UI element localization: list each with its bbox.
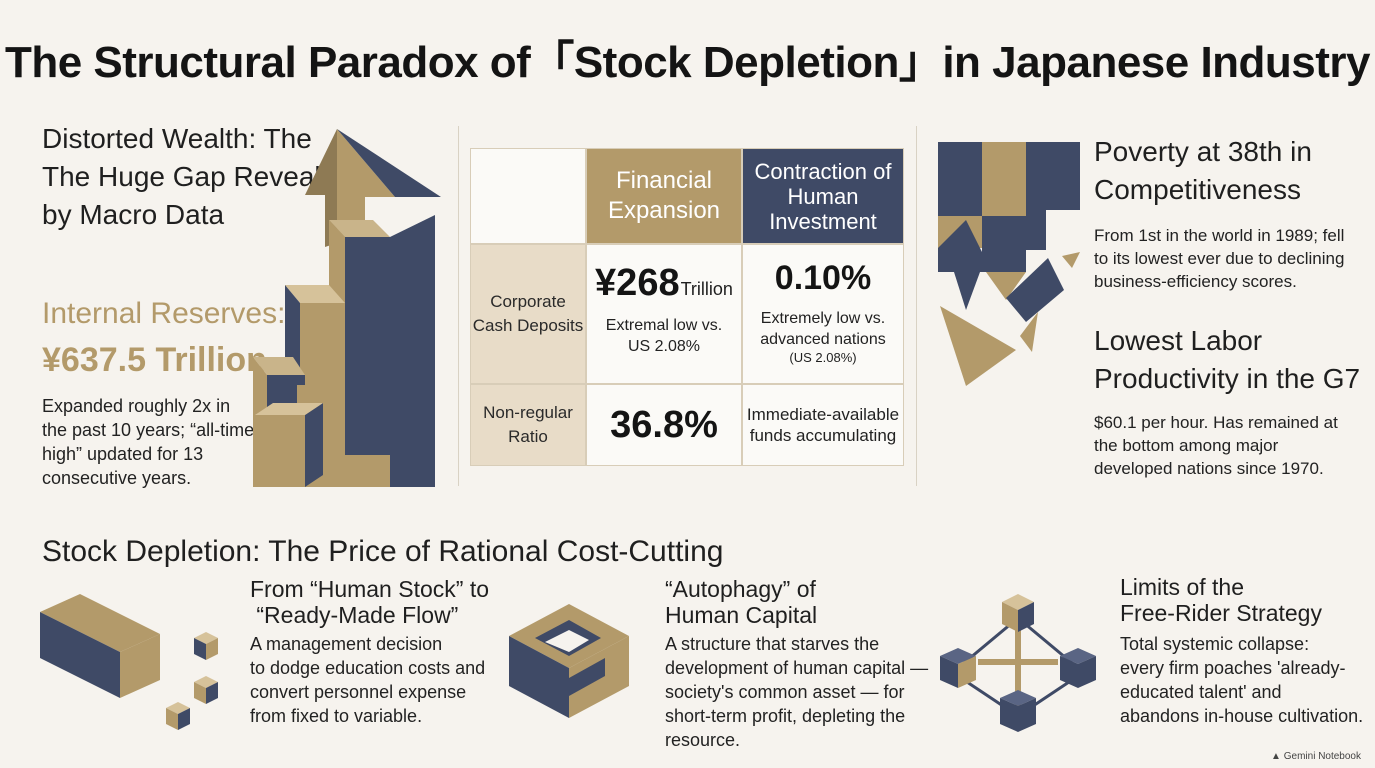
col-header-human-investment: Contraction of Human Investment bbox=[742, 148, 904, 244]
competitiveness-heading: Poverty at 38th in Competitiveness bbox=[1094, 133, 1364, 209]
column3-title: Limits of the Free-Rider Strategy bbox=[1120, 574, 1322, 626]
column2-title-line: Human Capital bbox=[665, 602, 818, 628]
cell-non-regular-value: 36.8% bbox=[586, 384, 742, 466]
column3-body-line: every firm poaches 'already- bbox=[1120, 658, 1346, 678]
left-heading-line: The Huge Gap Revealed bbox=[42, 161, 352, 192]
reserves-desc-line: high” updated for 13 bbox=[42, 444, 204, 464]
col-header-text: Financial Expansion bbox=[607, 167, 721, 224]
productivity-desc-line: developed nations since 1970. bbox=[1094, 459, 1324, 478]
brand-logo-icon: ▲ bbox=[1271, 751, 1284, 762]
column1-title-line: “Ready-Made Flow” bbox=[250, 602, 459, 628]
column2-body-line: A structure that starves the bbox=[665, 634, 880, 654]
human-investment-pct: 0.10% bbox=[774, 259, 872, 297]
column2-body-line: resource. bbox=[665, 730, 741, 750]
column1-title: From “Human Stock” to “Ready-Made Flow” bbox=[250, 576, 489, 628]
cube-bottom bbox=[1000, 690, 1036, 732]
cash-deposits-unit: Trillion bbox=[680, 278, 733, 299]
shattered-tiles-illustration bbox=[938, 142, 1080, 386]
column1-title-line: From “Human Stock” to bbox=[250, 576, 489, 602]
arrow-head-front bbox=[337, 129, 395, 243]
column3-body-line: educated talent' and bbox=[1120, 682, 1282, 702]
block-breaking-illustration bbox=[40, 594, 218, 730]
column3-body: Total systemic collapse: every firm poac… bbox=[1120, 632, 1370, 728]
human-investment-sub: (US 2.08%) bbox=[789, 350, 857, 365]
column3-title-line: Limits of the bbox=[1120, 574, 1244, 600]
funds-note: Immediate-available funds accumulating bbox=[746, 405, 900, 445]
cell-cash-deposits-value: ¥268 Trillion Extremal low vs. US 2.08% bbox=[586, 244, 742, 384]
left-heading: Distorted Wealth: The The Huge Gap Revea… bbox=[42, 120, 362, 234]
column3-body-line: abandons in-house cultivation. bbox=[1120, 706, 1364, 726]
column2-body-line: short-term profit, depleting the bbox=[665, 706, 906, 726]
col-header-text: Contraction of Human Investment bbox=[754, 158, 892, 234]
column3-body-line: Total systemic collapse: bbox=[1120, 634, 1310, 654]
competitiveness-heading-line: Poverty at 38th in bbox=[1094, 136, 1312, 167]
reserves-description: Expanded roughly 2x in the past 10 years… bbox=[42, 394, 282, 490]
row-header-non-regular: Non-regular Ratio bbox=[470, 384, 586, 466]
row-header-text: Corporate Cash Deposits bbox=[472, 292, 584, 335]
column2-body-line: development of human capital — bbox=[665, 658, 929, 678]
column2-body-line: society's common asset — for bbox=[665, 682, 905, 702]
divider-left bbox=[458, 126, 459, 486]
productivity-desc-line: the bottom among major bbox=[1094, 436, 1279, 455]
cube-top bbox=[1002, 594, 1034, 632]
cash-deposits-note: Extremal low vs. US 2.08% bbox=[605, 316, 723, 355]
reserves-desc-line: Expanded roughly 2x in bbox=[42, 396, 231, 416]
bottom-heading: Stock Depletion: The Price of Rational C… bbox=[42, 535, 724, 568]
table-empty-corner bbox=[470, 148, 586, 244]
productivity-heading-line: Productivity in the G7 bbox=[1094, 363, 1361, 394]
column2-title-line: “Autophagy” of bbox=[665, 576, 816, 602]
reserves-desc-line: the past 10 years; “all-time bbox=[42, 420, 255, 440]
column2-body: A structure that starves the development… bbox=[665, 632, 965, 752]
productivity-desc-line: $60.1 per hour. Has remained at bbox=[1094, 413, 1338, 432]
autophagy-shape-illustration bbox=[509, 604, 629, 718]
cube-right bbox=[1060, 648, 1096, 688]
divider-right bbox=[916, 126, 917, 486]
column3-title-line: Free-Rider Strategy bbox=[1120, 600, 1322, 626]
brand-text: Gemini Notebook bbox=[1283, 751, 1361, 762]
row-header-text: Non-regular Ratio bbox=[483, 403, 573, 446]
competitiveness-desc-line: From 1st in the world in 1989; fell bbox=[1094, 226, 1345, 245]
rising-blocks-arrow-illustration bbox=[253, 129, 441, 487]
left-heading-line: Distorted Wealth: The bbox=[42, 123, 312, 154]
column1-body-line: from fixed to variable. bbox=[250, 706, 423, 726]
cell-human-investment-value: 0.10% Extremely low vs. advanced nations… bbox=[742, 244, 904, 384]
column1-body-line: to dodge education costs and bbox=[250, 658, 486, 678]
left-heading-line: by Macro Data bbox=[42, 199, 225, 230]
cell-funds-note: Immediate-available funds accumulating bbox=[742, 384, 904, 466]
competitiveness-heading-line: Competitiveness bbox=[1094, 174, 1301, 205]
brand-watermark: ▲ Gemini Notebook bbox=[1271, 751, 1361, 762]
comparison-table: Financial Expansion Contraction of Human… bbox=[470, 148, 904, 466]
competitiveness-desc-line: business-efficiency scores. bbox=[1094, 272, 1297, 291]
competitiveness-desc-line: to its lowest ever due to declining bbox=[1094, 249, 1345, 268]
page-title: The Structural Paradox of「Stock Depletio… bbox=[4, 38, 1371, 87]
reserves-desc-line: consecutive years. bbox=[42, 468, 192, 488]
column1-body-line: A management decision bbox=[250, 634, 443, 654]
network-cubes-illustration bbox=[940, 594, 1096, 732]
competitiveness-desc: From 1st in the world in 1989; fell to i… bbox=[1094, 224, 1369, 293]
cash-deposits-number: ¥268 bbox=[595, 261, 680, 304]
productivity-heading-line: Lowest Labor bbox=[1094, 325, 1263, 356]
column1-body: A management decision to dodge education… bbox=[250, 632, 510, 728]
col-header-financial-expansion: Financial Expansion bbox=[586, 148, 742, 244]
row-header-cash-deposits: Corporate Cash Deposits bbox=[470, 244, 586, 384]
productivity-heading: Lowest Labor Productivity in the G7 bbox=[1094, 322, 1369, 398]
cube-left bbox=[940, 648, 976, 688]
column1-body-line: convert personnel expense bbox=[250, 682, 467, 702]
non-regular-pct: 36.8% bbox=[610, 403, 718, 446]
reserves-label: Internal Reserves: bbox=[42, 297, 286, 330]
human-investment-note: Extremely low vs. advanced nations bbox=[760, 310, 886, 348]
reserves-value: ¥637.5 Trillion bbox=[42, 341, 267, 379]
arrow-head-side bbox=[305, 129, 337, 247]
productivity-desc: $60.1 per hour. Has remained at the bott… bbox=[1094, 411, 1369, 480]
column2-title: “Autophagy” of Human Capital bbox=[665, 576, 817, 628]
